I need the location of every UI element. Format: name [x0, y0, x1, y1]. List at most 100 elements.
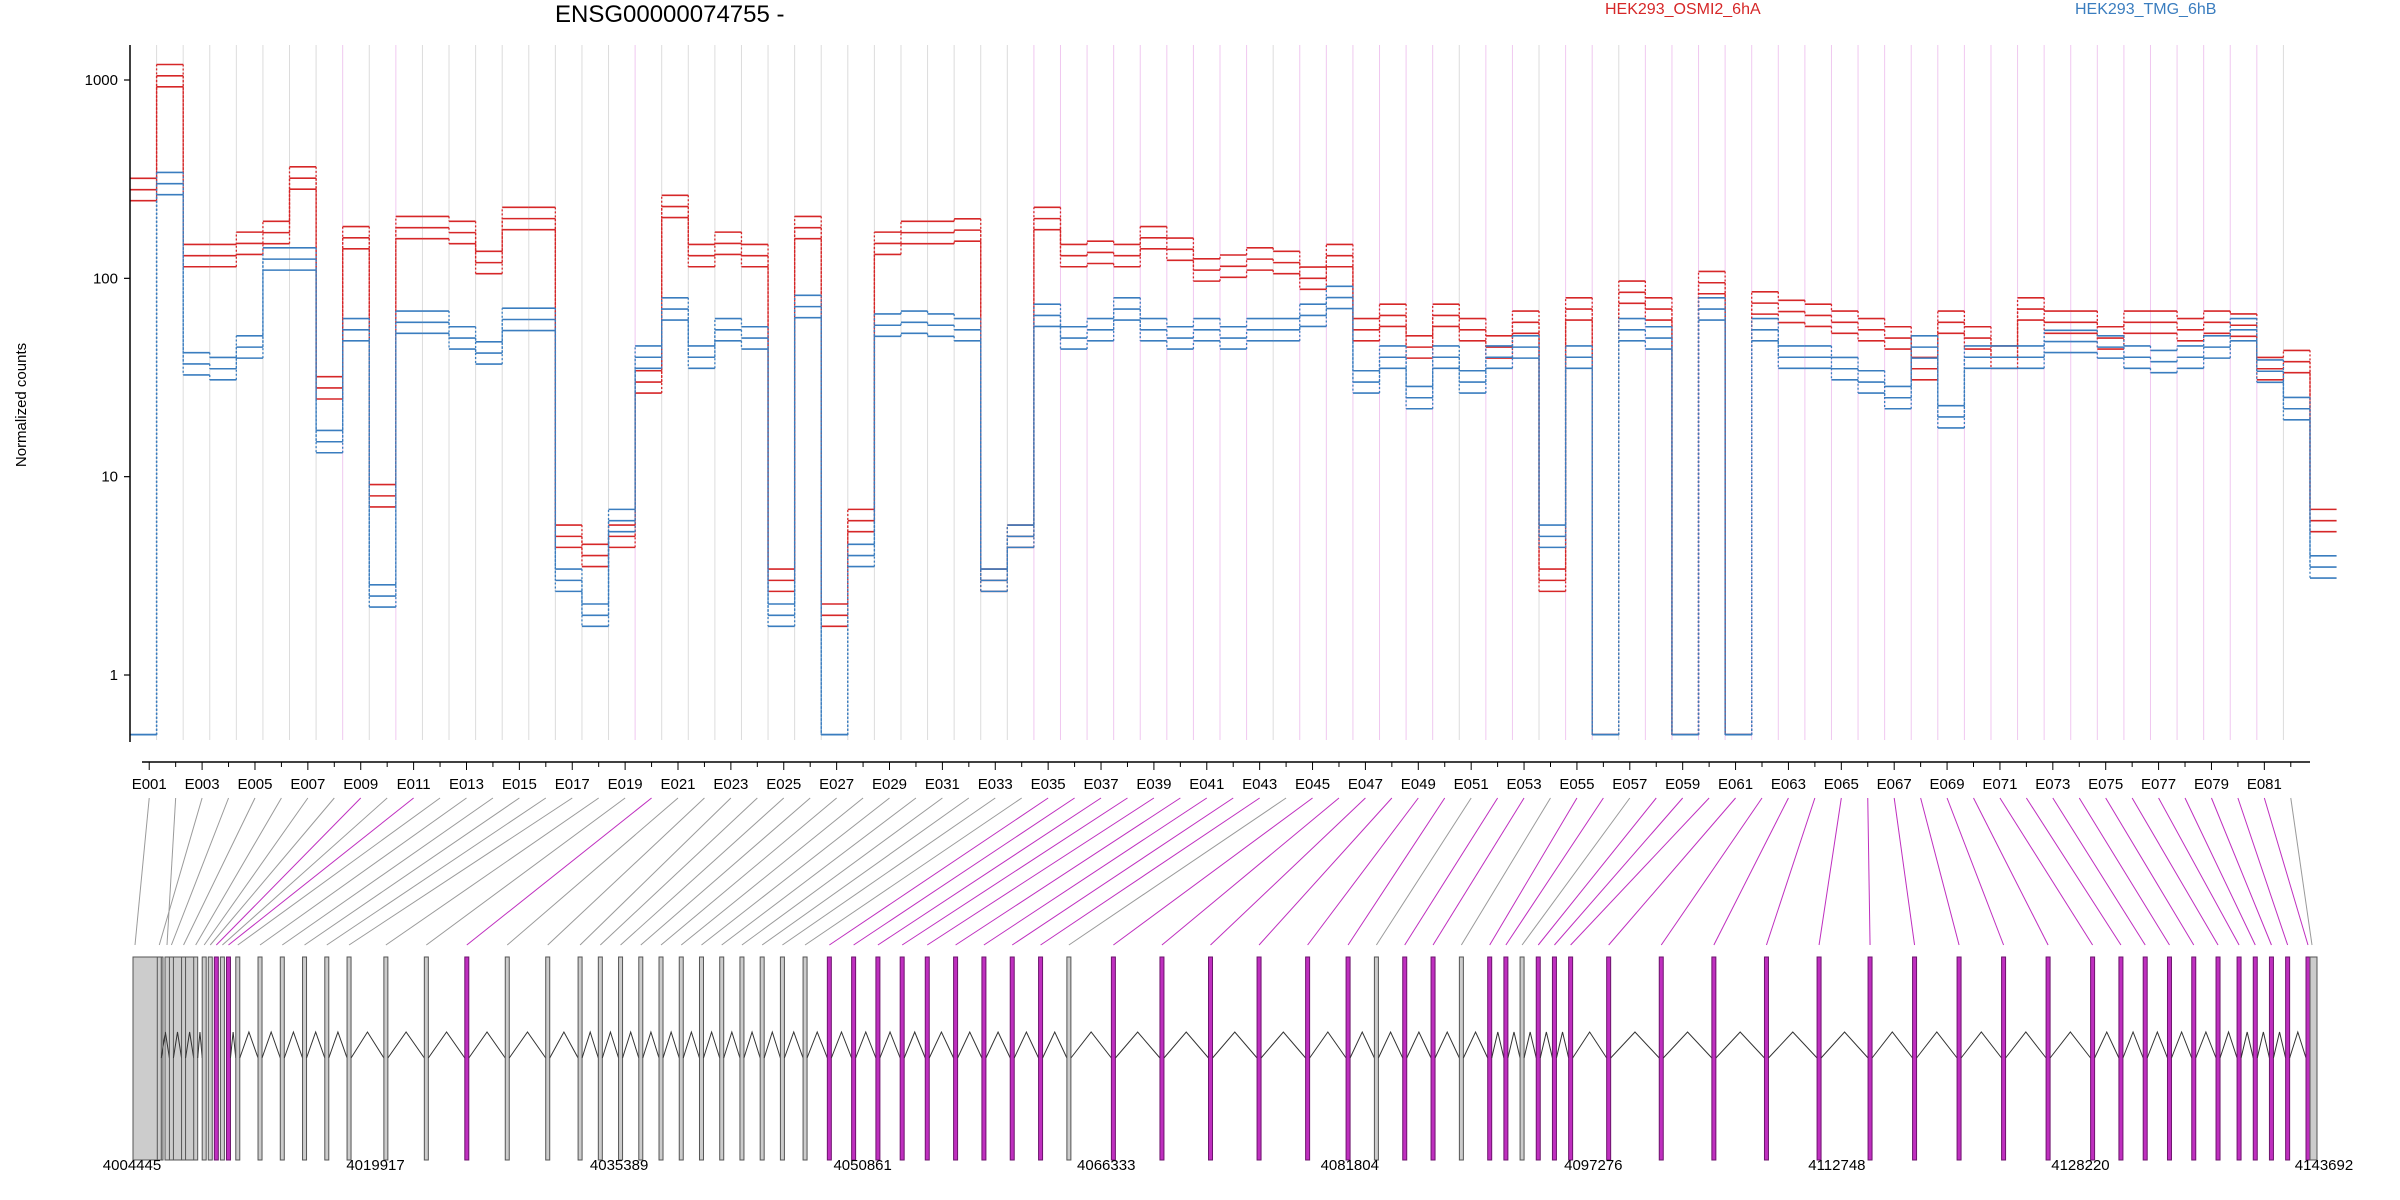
- gene-exon-box: [302, 956, 308, 1161]
- intron-line: [1507, 1031, 1521, 1059]
- gene-exon-box: [2118, 956, 2124, 1161]
- exon-connector: [1999, 797, 2094, 946]
- exon-label: E025: [766, 776, 801, 793]
- exon-connector: [599, 797, 758, 946]
- exon-connector: [547, 797, 705, 946]
- intron-line: [957, 1030, 983, 1059]
- exon-connector: [1973, 797, 2049, 946]
- gene-exon-box: [201, 956, 207, 1161]
- exon-label: E063: [1771, 776, 1806, 793]
- exon-connector: [901, 797, 1128, 946]
- exon-label: E001: [132, 776, 167, 793]
- exon-label: E007: [290, 776, 325, 793]
- exon-label: E019: [608, 776, 643, 793]
- exon-connector: [237, 797, 441, 946]
- gene-exon-box: [1458, 956, 1464, 1161]
- exon-connector: [2290, 797, 2313, 946]
- gene-exon-box: [2045, 956, 2051, 1161]
- gene-exon-box: [759, 956, 765, 1161]
- intron-line: [261, 1030, 281, 1059]
- gene-exon-box: [597, 956, 603, 1161]
- intron-line: [763, 1030, 781, 1059]
- intron-line: [350, 1031, 385, 1059]
- exon-connector: [1307, 797, 1419, 946]
- gene-exon-box: [1503, 956, 1509, 1161]
- exon-connector: [1537, 797, 1657, 946]
- exon-label: E061: [1718, 776, 1753, 793]
- genomic-coordinate-label: 4050861: [833, 1157, 891, 1174]
- exon-label: E039: [1136, 776, 1171, 793]
- gene-exon-box: [1208, 956, 1214, 1161]
- gene-exon-box: [1912, 956, 1918, 1161]
- exon-label: E081: [2247, 776, 2282, 793]
- exon-connector: [215, 797, 362, 946]
- axes-layer: [129, 45, 2310, 763]
- y-tick-label: 1000: [85, 72, 118, 89]
- intron-line: [1539, 1031, 1553, 1059]
- exon-connector: [1521, 797, 1631, 946]
- exon-connector: [701, 797, 890, 946]
- gene-exon-box: [181, 956, 187, 1161]
- exon-label: E051: [1454, 776, 1489, 793]
- intron-line: [1349, 1030, 1375, 1059]
- intron-line: [2171, 1030, 2193, 1059]
- exon-connector: [721, 797, 917, 946]
- gene-axis-tick-layer: 4004445 4019917 4035389 4050861 4066333 40818…: [103, 1157, 2353, 1174]
- gene-exon-box: [156, 956, 162, 1161]
- exon-label: E023: [713, 776, 748, 793]
- intron-line: [1377, 1030, 1404, 1059]
- exon-connector: [680, 797, 864, 946]
- exon-connector: [2237, 797, 2289, 946]
- exon-connector: [1570, 797, 1710, 946]
- exon-label: E073: [2035, 776, 2070, 793]
- exon-label: E017: [555, 776, 590, 793]
- exon-connector: [955, 797, 1181, 946]
- exon-connector: [1375, 797, 1472, 946]
- gene-exon-box: [2252, 956, 2258, 1161]
- gene-exon-box: [618, 956, 624, 1161]
- intron-line: [2122, 1030, 2144, 1059]
- gene-exon-box: [2001, 956, 2007, 1161]
- intron-line: [642, 1030, 660, 1059]
- exon-label: E065: [1824, 776, 1859, 793]
- intron-line: [1572, 1031, 1608, 1059]
- exon-connector: [209, 797, 335, 946]
- gene-exon-box: [1373, 956, 1379, 1161]
- gene-exon-box: [1110, 956, 1116, 1161]
- exon-label: E009: [343, 776, 378, 793]
- exon-connector: [1946, 797, 2005, 946]
- exon-label: E021: [660, 776, 695, 793]
- exon-connector: [1258, 797, 1393, 946]
- intron-line: [1610, 1031, 1660, 1059]
- gene-exon-box: [2215, 956, 2221, 1161]
- exon-label: E071: [1982, 776, 2017, 793]
- exon-connector: [829, 797, 1049, 946]
- gene-exon-box: [545, 956, 551, 1161]
- intron-line: [1070, 1031, 1112, 1059]
- gene-exon-box: [698, 956, 704, 1161]
- exon-label: E043: [1242, 776, 1277, 793]
- exon-connector: [228, 797, 414, 946]
- exon-label: E013: [449, 776, 484, 793]
- exon-connector: [348, 797, 573, 946]
- intron-line: [806, 1030, 828, 1059]
- x-tick-layer: E001 E003 E005 E007 E009 E011 E013 E015 E017 E019…: [132, 762, 2292, 793]
- gene-exon-box: [257, 956, 263, 1161]
- exon-connector: [2158, 797, 2240, 946]
- exon-connector: [1113, 797, 1313, 946]
- gene-exon-box: [324, 956, 330, 1161]
- intron-line: [2219, 1030, 2238, 1059]
- exon-connector: [2263, 797, 2309, 946]
- exon-label: E053: [1507, 776, 1542, 793]
- chart-title: ENSG00000074755 -: [555, 1, 785, 28]
- exon-connector: [134, 797, 150, 946]
- intron-line: [387, 1031, 425, 1059]
- intron-line: [1406, 1030, 1432, 1059]
- exon-connector: [183, 797, 256, 946]
- exon-label: E005: [237, 776, 272, 793]
- exon-connector: [426, 797, 626, 946]
- exon-label: E049: [1401, 776, 1436, 793]
- exon-label: E003: [185, 776, 220, 793]
- gene-exon-box: [1816, 956, 1822, 1161]
